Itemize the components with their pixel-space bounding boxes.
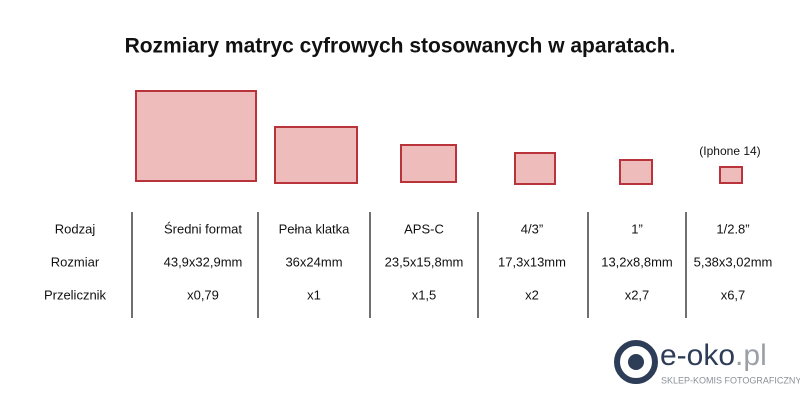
table-cell: x1,5 [412,287,437,302]
note: (Iphone 14) [699,144,760,158]
table-cell: 1/2.8” [716,221,749,236]
logo: e-oko.pl SKLEP-KOMIS FOTOGRAFICZNY [614,339,800,385]
table-cell: Średni format [164,221,242,236]
logo-icon [628,354,644,370]
row-label: Rodzaj [55,221,96,236]
table-cell: x0,79 [187,287,219,302]
table-cell: 13,2x8,8mm [601,254,673,269]
table-cell: 1” [631,221,643,236]
table-cell: x2,7 [625,287,650,302]
sensor-rect [135,90,257,182]
sensor-rect [619,159,653,185]
dividers [131,212,687,318]
logo-name: e-oko [660,339,735,372]
table-cell: 36x24mm [285,254,342,269]
table-cell: x6,7 [721,287,746,302]
sensor-rect [400,144,457,183]
sensor-rect [514,152,556,185]
sensor-rect [274,126,358,184]
table-cell: 4/3” [521,221,543,236]
logo-tagline: SKLEP-KOMIS FOTOGRAFICZNY [661,375,800,385]
table-cell: 23,5x15,8mm [385,254,464,269]
table-cell: 5,38x3,02mm [694,254,773,269]
table-cell: Pełna klatka [279,221,351,236]
table-cell: 17,3x13mm [498,254,566,269]
logo-suffix: .pl [735,339,767,372]
table-cell: 43,9x32,9mm [164,254,243,269]
table-cell: APS-C [404,221,444,236]
sensor-rect [719,166,743,184]
logo-name: e-oko.pl [660,339,767,372]
title: Rozmiary matryc cyfrowych stosowanych w … [125,35,676,58]
row-label: Rozmiar [51,254,100,269]
table-cell: x1 [307,287,321,302]
logo-icon [614,340,658,384]
row-label: Przelicznik [44,287,107,302]
table-cell: x2 [525,287,539,302]
